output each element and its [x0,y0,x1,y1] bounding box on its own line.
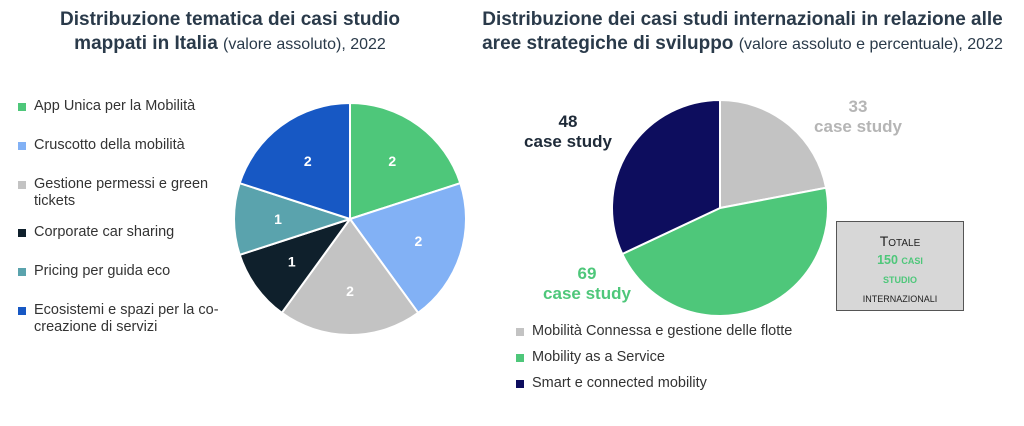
legend-item: Mobilità Connessa e gestione delle flott… [516,323,876,340]
legend-label: Ecosistemi e spazi per la co-creazione d… [34,302,219,335]
left-pie-data-label-1: 2 [388,153,396,169]
left-pie-slice-3 [280,217,420,336]
legend-item: Gestione permessi e green tickets [18,176,238,210]
callout-value: 69 [577,264,597,283]
left-pie-slice-1 [349,101,462,221]
callout-69-case-study: 69 case study [534,264,640,304]
legend-swatch [516,380,524,388]
left-chart-title-sub: (valore assoluto), 2022 [223,36,386,53]
legend-label: Corporate car sharing [34,224,175,240]
legend-item: Mobility as a Service [516,349,876,366]
left-chart-title-main: Distribuzione tematica dei casi studio m… [60,9,400,54]
legend-swatch [18,181,26,189]
total-line-1: Totale [879,233,921,249]
callout-value: 48 [558,112,578,131]
callout-label: case study [524,132,612,151]
legend-label: Pricing per guida eco [34,263,171,279]
right-chart-title-main: Distribuzione dei casi studi internazion… [482,9,1003,54]
right-chart-legend: Mobilità Connessa e gestione delle flott… [516,323,876,401]
legend-label: Cruscotto della mobilità [34,137,185,153]
callout-33-case-study: 33 case study [803,97,913,137]
right-pie-slice-1 [719,98,828,210]
left-pie-slice-4 [238,217,353,315]
left-pie-data-label-3: 2 [346,283,354,299]
left-pie-data-label-4: 1 [288,253,296,269]
legend-item: Cruscotto della mobilità [18,137,238,154]
left-pie-data-label-2: 2 [415,233,423,249]
left-pie-data-label-6: 2 [304,153,312,169]
legend-item: Corporate car sharing [18,224,238,241]
total-line-2: 150 casi [877,253,923,267]
legend-item: App Unica per la Mobilità [18,98,238,115]
legend-swatch [18,268,26,276]
left-pie-slice-5 [233,181,354,257]
right-pie-slice-3 [611,98,721,256]
legend-swatch [516,328,524,336]
left-chart-title: Distribuzione tematica dei casi studio m… [30,8,430,57]
legend-label: Smart e connected mobility [532,375,707,391]
total-box: Totale 150 casi studio internazionali [836,221,964,311]
callout-label: case study [543,284,631,303]
callout-48-case-study: 48 case study [518,112,618,152]
callout-label: case study [814,117,902,136]
legend-swatch [18,307,26,315]
right-chart-title: Distribuzione dei casi studi internazion… [470,8,1015,57]
legend-item: Ecosistemi e spazi per la co-creazione d… [18,302,238,336]
right-chart-title-sub: (valore assoluto e percentuale), 2022 [738,36,1003,53]
total-line-4: internazionali [862,291,938,305]
legend-item: Pricing per guida eco [18,263,238,280]
legend-item: Smart e connected mobility [516,375,876,392]
legend-label: App Unica per la Mobilità [34,98,196,114]
callout-value: 33 [848,97,868,116]
legend-swatch [18,229,26,237]
total-line-3: studio [882,272,917,286]
legend-label: Gestione permessi e green tickets [34,176,209,209]
left-chart-legend: App Unica per la Mobilità Cruscotto dell… [18,98,238,350]
right-pie-slice-2 [620,186,829,317]
legend-label: Mobilità Connessa e gestione delle flott… [532,323,793,339]
legend-swatch [516,354,524,362]
legend-swatch [18,103,26,111]
left-pie-data-label-5: 1 [274,211,282,227]
legend-swatch [18,142,26,150]
legend-label: Mobility as a Service [532,349,665,365]
left-pie-slice-6 [238,101,351,221]
left-pie-slice-2 [348,181,467,315]
